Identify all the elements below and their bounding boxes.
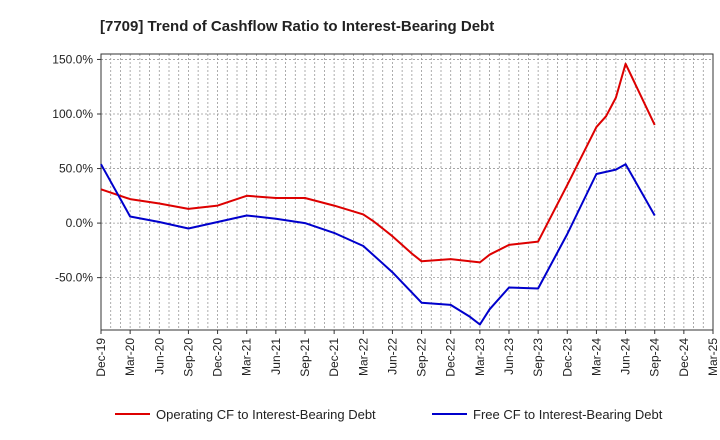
x-tick-label: Dec-21 [327,338,341,377]
x-tick-label: Sep-20 [181,338,195,377]
x-tick-label: Dec-19 [94,338,108,377]
grid-lines [100,54,714,330]
x-tick-label: Dec-23 [560,338,574,377]
x-tick-label: Mar-24 [589,338,603,376]
x-tick-label: Sep-22 [415,338,429,377]
x-tick-label: Dec-24 [677,338,691,377]
y-tick-labels: 150.0% 100.0% 50.0% 0.0% -50.0% [52,52,93,284]
x-tick-label: Mar-23 [473,338,487,376]
x-tick-label: Sep-21 [298,338,312,377]
y-tick-label: -50.0% [55,271,93,285]
axes [97,53,714,334]
x-tick-label: Sep-24 [648,338,662,377]
y-tick-label: 0.0% [66,216,94,230]
x-tick-label: Jun-23 [502,338,516,375]
chart-title: [7709] Trend of Cashflow Ratio to Intere… [100,18,494,35]
y-tick-label: 150.0% [52,52,93,66]
series-line-operating-cf [100,62,656,264]
x-tick-label: Mar-20 [123,338,137,376]
x-tick-label: Jun-21 [269,338,283,375]
x-tick-label: Mar-21 [240,338,254,376]
x-tick-label: Mar-25 [706,338,720,376]
x-tick-label: Jun-20 [152,338,166,375]
legend-label-operating-cf: Operating CF to Interest-Bearing Debt [156,407,376,422]
x-tick-label: Jun-24 [619,338,633,375]
plot-frame [100,53,714,331]
series-lines [100,62,656,326]
x-tick-label: Dec-22 [444,338,458,377]
x-tick-label: Mar-22 [356,338,370,376]
legend-label-free-cf: Free CF to Interest-Bearing Debt [473,407,663,422]
y-tick-label: 50.0% [59,162,93,176]
legend: Operating CF to Interest-Bearing Debt Fr… [115,407,663,422]
x-tick-label: Sep-23 [531,338,545,377]
series-line-free-cf [100,163,656,326]
x-tick-labels: Dec-19 Mar-20 Jun-20 Sep-20 Dec-20 Mar-21 Jun-… [94,338,720,377]
y-tick-label: 100.0% [52,107,93,121]
x-tick-label: Dec-20 [211,338,225,377]
x-tick-label: Jun-22 [385,338,399,375]
